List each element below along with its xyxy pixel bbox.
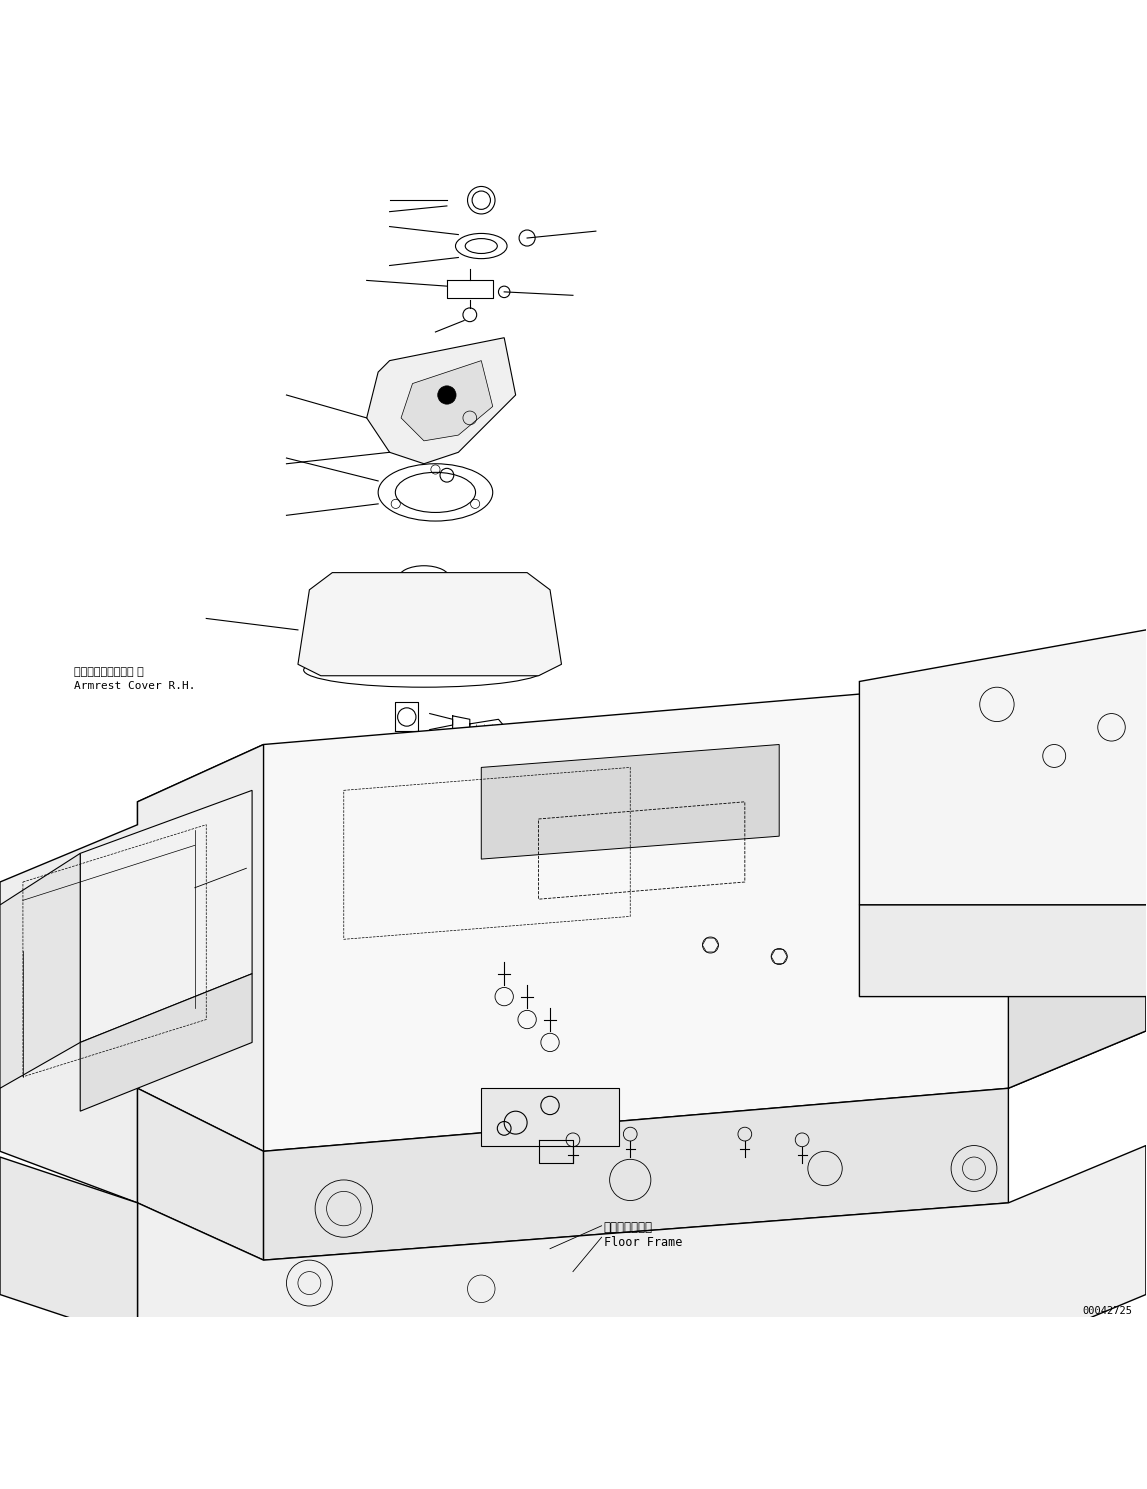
Polygon shape — [264, 1088, 1008, 1260]
Polygon shape — [1008, 682, 1146, 1088]
Text: フロアフレーム: フロアフレーム — [603, 1221, 653, 1234]
Text: アームレストカバー 右: アームレストカバー 右 — [75, 667, 145, 676]
Polygon shape — [0, 853, 80, 1088]
Polygon shape — [859, 859, 1147, 996]
Polygon shape — [367, 338, 516, 463]
Text: Armrest Cover R.H.: Armrest Cover R.H. — [75, 682, 196, 691]
Polygon shape — [80, 974, 252, 1111]
Polygon shape — [138, 1088, 264, 1260]
Polygon shape — [264, 1352, 1008, 1479]
Polygon shape — [0, 1157, 138, 1340]
Polygon shape — [0, 744, 264, 1203]
Polygon shape — [138, 682, 1146, 1151]
Polygon shape — [80, 791, 252, 1042]
Polygon shape — [298, 573, 562, 676]
Circle shape — [438, 386, 457, 404]
Polygon shape — [859, 630, 1147, 905]
Polygon shape — [482, 744, 779, 859]
Text: Floor Frame: Floor Frame — [603, 1236, 682, 1249]
Polygon shape — [401, 360, 493, 441]
Polygon shape — [138, 1145, 1146, 1398]
Polygon shape — [482, 1088, 618, 1145]
Text: 00042725: 00042725 — [1083, 1306, 1133, 1316]
